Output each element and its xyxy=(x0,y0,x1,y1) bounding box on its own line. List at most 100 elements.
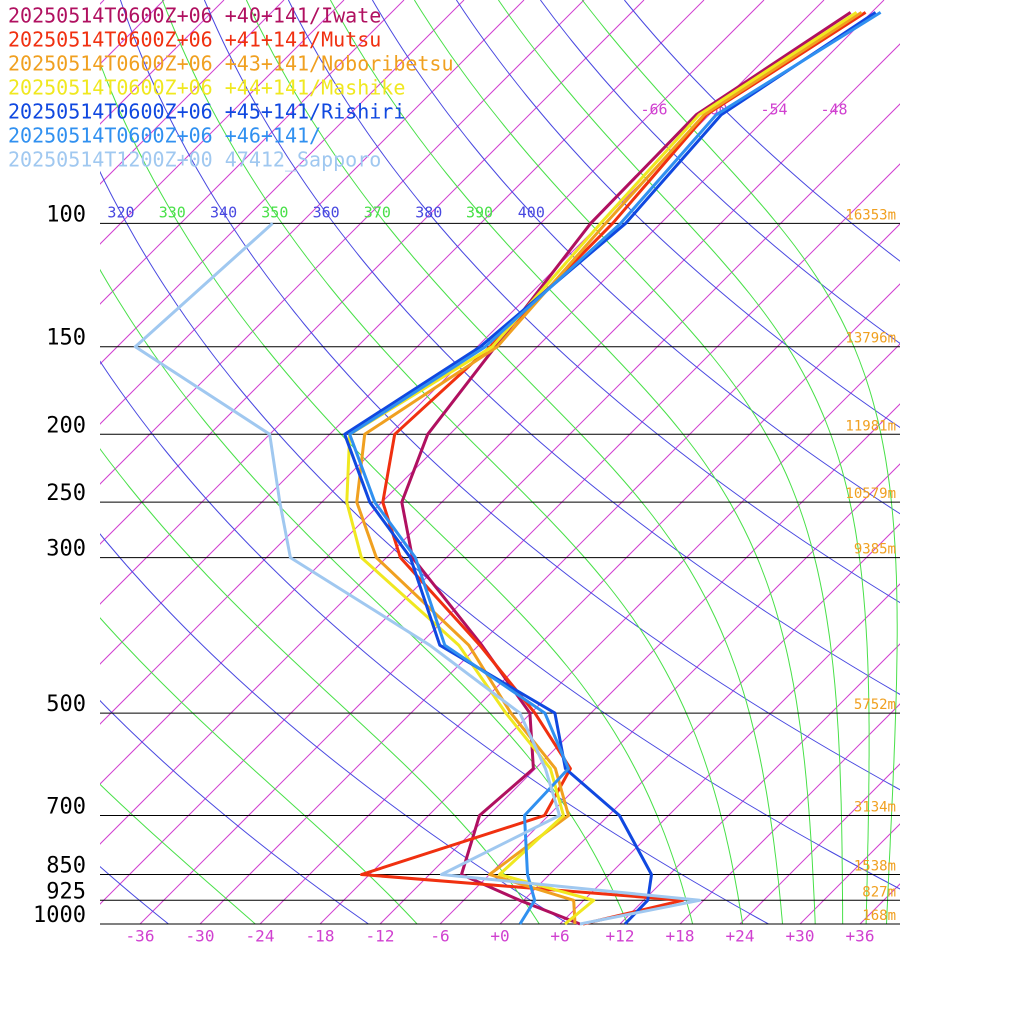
pressure-label: 850 xyxy=(46,854,86,879)
adiabat-label: 330 xyxy=(159,204,186,222)
legend-entry: 20250514T0600Z+06 +41+141/Mutsu xyxy=(8,28,381,52)
pressure-label: 700 xyxy=(46,794,86,819)
x-tick-label: +6 xyxy=(550,927,569,946)
isotherm xyxy=(100,0,525,425)
height-label: 10579m xyxy=(845,486,896,502)
isotherm xyxy=(559,583,900,924)
adiabat-label: 370 xyxy=(364,204,391,222)
height-label: 13796m xyxy=(845,331,896,347)
x-tick-label: +30 xyxy=(786,927,815,946)
isotherm xyxy=(100,0,645,545)
temperature-profile xyxy=(133,222,702,926)
temperature-profile xyxy=(355,11,863,925)
pressure-label: 200 xyxy=(46,413,86,438)
isotherm xyxy=(499,523,900,924)
isotherm xyxy=(100,0,705,605)
pressure-label: 500 xyxy=(46,692,86,717)
isotherm xyxy=(259,283,900,924)
adiabat xyxy=(455,0,900,429)
adiabat xyxy=(100,617,418,924)
isotherm xyxy=(100,0,465,365)
x-tick-label: +36 xyxy=(846,927,875,946)
adiabat xyxy=(100,170,900,890)
x-tick-label: -36 xyxy=(126,927,155,946)
temperature-profile xyxy=(360,11,867,926)
height-label: 827m xyxy=(862,884,896,900)
height-label: 1538m xyxy=(854,859,896,875)
adiabat xyxy=(413,0,844,924)
adiabat xyxy=(203,0,900,695)
pressure-label: 150 xyxy=(46,326,86,351)
height-label: 168m xyxy=(862,908,896,924)
adiabat xyxy=(161,0,744,924)
isotherm xyxy=(619,643,900,924)
isotherm xyxy=(139,163,900,924)
x-tick-label: +24 xyxy=(726,927,755,946)
x-tick-label: -6 xyxy=(430,927,449,946)
x-tick-label: -12 xyxy=(366,927,395,946)
pressure-label: 1000 xyxy=(33,903,86,928)
adiabat xyxy=(624,0,900,262)
height-label: 5752m xyxy=(854,697,896,713)
adiabat-label: 320 xyxy=(107,204,134,222)
adiabat-label: 360 xyxy=(313,204,340,222)
adiabat xyxy=(497,0,870,924)
isotherm xyxy=(100,0,285,185)
adiabat-label: 390 xyxy=(466,204,493,222)
isotherm xyxy=(199,223,900,924)
x-tick-label: +0 xyxy=(490,927,509,946)
adiabat-label: 340 xyxy=(210,204,237,222)
adiabat-label: 400 xyxy=(518,204,545,222)
temperature-profile xyxy=(348,11,882,925)
legend-entry: 20250514T0600Z+06 +45+141/Rishiri xyxy=(8,100,405,124)
isotherm xyxy=(100,103,900,905)
adiabat xyxy=(287,0,900,604)
pressure-label: 925 xyxy=(46,879,86,904)
x-tick-label: +18 xyxy=(666,927,695,946)
x-tick-label: -30 xyxy=(186,927,215,946)
isotherm-label: -54 xyxy=(760,101,787,119)
adiabat xyxy=(100,268,628,924)
x-tick-label: -24 xyxy=(246,927,275,946)
temperature-profile xyxy=(345,11,858,926)
isotherm xyxy=(100,43,900,845)
pressure-label: 100 xyxy=(46,202,86,227)
profiles xyxy=(133,11,882,926)
legend-entry: 20250514T0600Z+06 +40+141/Iwate xyxy=(8,4,381,28)
isotherm xyxy=(100,0,885,785)
height-label: 9385m xyxy=(854,542,896,558)
height-label: 11981m xyxy=(845,418,896,434)
legend-entry: 20250514T1200Z+00 47412_Sapporo xyxy=(8,148,381,172)
adiabat xyxy=(100,533,569,924)
adiabat-label: 380 xyxy=(415,204,442,222)
adiabat xyxy=(329,0,816,924)
legend-entry: 20250514T0600Z+06 +46+141/ xyxy=(8,124,321,148)
isotherm-label: -66 xyxy=(640,101,667,119)
adiabat xyxy=(100,448,540,924)
isotherm xyxy=(100,0,345,245)
height-label: 3134m xyxy=(854,799,896,815)
x-tick-label: +12 xyxy=(606,927,635,946)
adiabat xyxy=(371,0,900,515)
legend-entry: 20250514T0600Z+06 +44+141/Mashike xyxy=(8,76,405,100)
isotherm-label: -48 xyxy=(820,101,847,119)
isotherm xyxy=(439,463,900,924)
height-label: 16353m xyxy=(845,207,896,223)
adiabat xyxy=(119,0,900,791)
adiabat xyxy=(245,0,783,924)
adiabat xyxy=(100,699,369,924)
isotherm xyxy=(319,343,900,924)
temperature-profile xyxy=(343,11,877,926)
isotherm xyxy=(100,0,405,305)
adiabat xyxy=(100,61,694,924)
adiabat-label: 350 xyxy=(261,204,288,222)
isotherm xyxy=(679,703,900,924)
x-tick-label: -18 xyxy=(306,927,335,946)
adiabat xyxy=(581,0,898,924)
pressure-label: 300 xyxy=(46,537,86,562)
legend-entry: 20250514T0600Z+06 +43+141/Noboribetsu xyxy=(8,52,454,76)
isotherm xyxy=(100,0,585,485)
